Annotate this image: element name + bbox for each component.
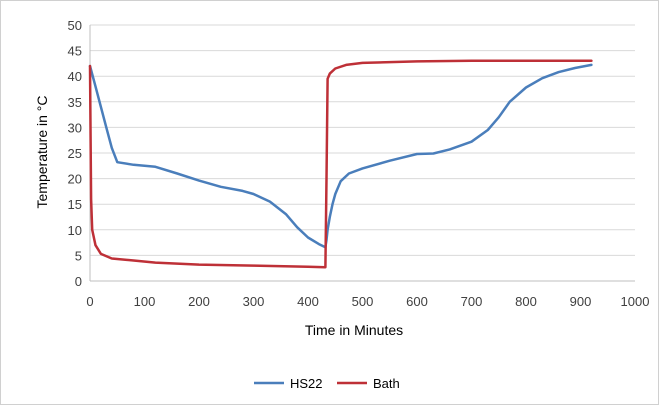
x-tick-label: 0 <box>86 294 93 309</box>
x-tick-label: 800 <box>515 294 537 309</box>
y-tick-label: 40 <box>68 69 82 84</box>
x-tick-label: 700 <box>461 294 483 309</box>
x-tick-label: 1000 <box>621 294 650 309</box>
y-tick-label: 45 <box>68 44 82 59</box>
legend-label-bath: Bath <box>373 376 400 391</box>
y-tick-label: 10 <box>68 223 82 238</box>
series-line-bath <box>88 59 593 269</box>
gridlines <box>90 24 635 256</box>
x-tick-labels: 0 100 200 300 400 500 600 700 800 900 1000 <box>86 294 649 309</box>
legend: HS22 Bath <box>254 376 400 391</box>
x-tick-label: 600 <box>406 294 428 309</box>
y-tick-label: 0 <box>75 274 82 289</box>
x-tick-label: 300 <box>243 294 265 309</box>
y-tick-label: 20 <box>68 172 82 187</box>
y-tick-labels: 0 5 10 15 20 25 30 35 40 45 50 <box>68 18 82 289</box>
series-line-hs22 <box>88 63 593 249</box>
y-tick-label: 50 <box>68 18 82 33</box>
x-tick-label: 200 <box>188 294 210 309</box>
legend-label-hs22: HS22 <box>290 376 323 391</box>
x-tick-label: 500 <box>352 294 374 309</box>
y-tick-label: 15 <box>68 197 82 212</box>
y-tick-label: 5 <box>75 248 82 263</box>
y-axis-title: Temperature in °C <box>34 96 50 209</box>
x-tick-label: 100 <box>134 294 156 309</box>
y-tick-label: 35 <box>68 95 82 110</box>
y-tick-label: 25 <box>68 146 82 161</box>
x-axis-title: Time in Minutes <box>305 322 403 338</box>
series-layer <box>88 59 593 269</box>
x-tick-label: 900 <box>570 294 592 309</box>
x-tick-label: 400 <box>297 294 319 309</box>
y-tick-label: 30 <box>68 120 82 135</box>
